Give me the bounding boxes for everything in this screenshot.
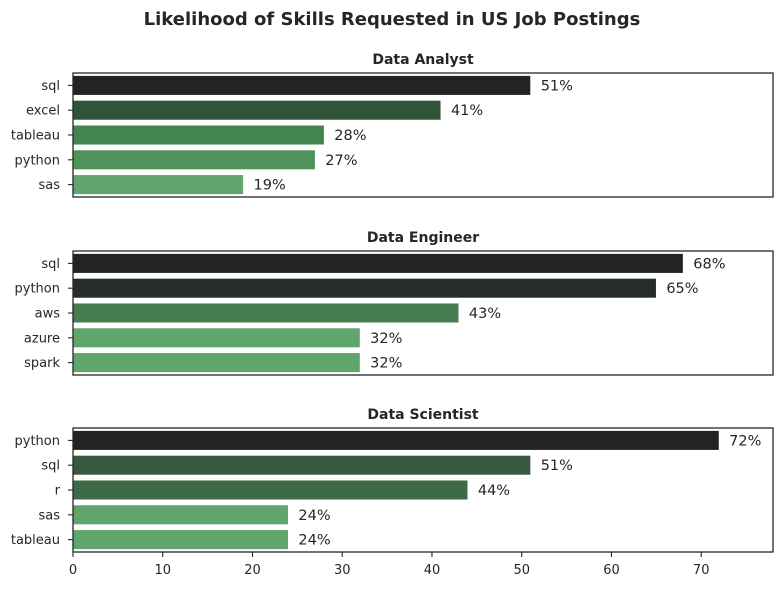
y-tick-label: sql: [41, 257, 60, 272]
x-tick-label: 50: [513, 563, 530, 578]
y-tick-label: python: [15, 434, 60, 449]
bar-azure: [72, 327, 361, 349]
x-tick-label: 40: [424, 563, 441, 578]
y-tick-label: spark: [24, 356, 60, 371]
y-tick-label: sas: [38, 508, 60, 523]
chart-title: Likelihood of Skills Requested in US Job…: [144, 9, 641, 30]
bar-sas: [72, 174, 244, 195]
data-label: 24%: [298, 533, 330, 549]
y-tick-label: python: [15, 282, 60, 297]
panel-title: Data Scientist: [367, 407, 479, 423]
y-tick-label: azure: [24, 331, 60, 346]
data-label: 19%: [254, 178, 286, 194]
y-tick-label: sas: [38, 178, 60, 193]
bar-python: [72, 430, 720, 451]
bar-sas: [72, 504, 289, 526]
data-label: 32%: [370, 356, 402, 372]
bar-tableau: [72, 124, 325, 146]
x-tick-label: 10: [154, 563, 171, 578]
panel-title: Data Engineer: [367, 230, 479, 246]
bar-tableau: [72, 529, 289, 550]
y-tick-label: sql: [41, 79, 60, 94]
y-tick-label: tableau: [11, 533, 60, 548]
panel-title: Data Analyst: [372, 52, 474, 68]
data-label: 24%: [298, 508, 330, 524]
y-tick-label: tableau: [11, 129, 60, 144]
panel-frame: [72, 427, 774, 553]
y-tick-label: sql: [41, 459, 60, 474]
data-label: 51%: [541, 78, 573, 94]
x-tick-label: 30: [334, 563, 351, 578]
data-label: 41%: [451, 103, 483, 119]
data-label: 43%: [469, 306, 501, 322]
x-tick-label: 60: [603, 563, 620, 578]
bar-spark: [72, 352, 361, 373]
data-label: 28%: [334, 128, 366, 144]
bar-r: [72, 479, 469, 501]
bar-sql: [72, 454, 532, 476]
data-label: 72%: [729, 433, 761, 449]
y-tick-label: r: [55, 484, 61, 499]
x-tick-label: 0: [69, 563, 77, 578]
y-tick-label: python: [15, 153, 60, 168]
data-label: 32%: [370, 331, 402, 347]
data-label: 27%: [325, 153, 357, 169]
bar-python: [72, 149, 316, 171]
bar-sql: [72, 253, 684, 274]
bar-excel: [72, 99, 442, 121]
bar-aws: [72, 302, 460, 324]
y-tick-label: aws: [35, 307, 61, 322]
x-tick-label: 20: [244, 563, 261, 578]
data-label: 65%: [666, 281, 698, 297]
bar-sql: [72, 75, 532, 96]
data-label: 68%: [693, 256, 725, 272]
y-tick-label: excel: [26, 104, 60, 119]
data-label: 44%: [478, 483, 510, 499]
data-label: 51%: [541, 458, 573, 474]
bar-python: [72, 277, 657, 299]
panel-frame: [72, 250, 774, 376]
x-tick-label: 70: [693, 563, 710, 578]
panel-frame: [72, 72, 774, 198]
